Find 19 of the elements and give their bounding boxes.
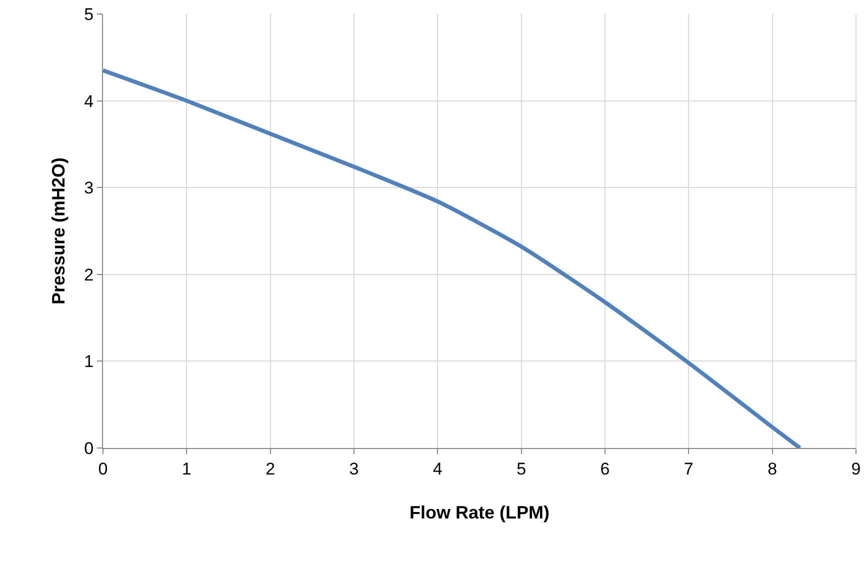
y-tick-label: 1 [84,352,94,372]
x-tick-label: 6 [600,459,610,478]
y-tick-label: 5 [84,4,94,24]
x-axis-title: Flow Rate (LPM) [410,502,550,522]
x-tick-label: 8 [768,459,778,478]
y-tick-label: 3 [84,178,94,198]
x-tick-label: 5 [516,459,526,478]
x-tick-label: 1 [182,459,192,478]
line-series [103,68,802,448]
y-tick-label: 0 [84,438,94,458]
y-axis-title: Pressure (mH2O) [48,157,68,305]
x-tick-label: 0 [98,459,108,478]
x-tick-label: 9 [851,459,861,478]
x-tick-label: 2 [266,459,276,478]
x-tick-label: 3 [349,459,359,478]
y-tick-label: 4 [84,92,94,111]
x-tick-label: 7 [684,459,694,478]
x-tick-label: 4 [432,459,442,478]
y-tick-label: 2 [84,265,94,284]
